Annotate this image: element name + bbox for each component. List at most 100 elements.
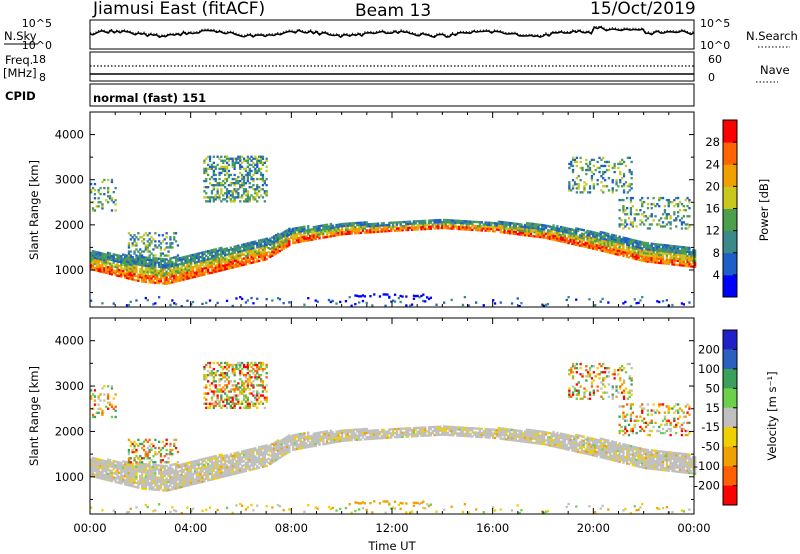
power-cell xyxy=(208,253,212,256)
power-cell xyxy=(97,197,100,200)
power-cell xyxy=(203,159,206,162)
power-cell xyxy=(212,186,215,189)
power-cell xyxy=(239,157,242,160)
power-cell xyxy=(197,252,200,255)
velocity-cell xyxy=(139,464,142,467)
power-cell xyxy=(622,254,625,258)
power-cell xyxy=(101,252,104,255)
velocity-cell xyxy=(250,462,253,465)
power-cell xyxy=(93,262,97,266)
velocity-cell xyxy=(418,432,421,436)
power-cell xyxy=(575,233,578,236)
velocity-cell xyxy=(263,459,266,462)
power-cell xyxy=(276,245,280,248)
power-cell xyxy=(224,159,227,162)
power-cell xyxy=(258,249,261,253)
power-cell xyxy=(152,257,155,260)
power-cell xyxy=(290,234,293,238)
velocity-cell xyxy=(265,452,268,455)
power-cell xyxy=(401,225,404,228)
power-cell xyxy=(231,260,234,263)
power-cell xyxy=(205,200,208,203)
power-cell xyxy=(507,221,510,225)
velocity-cell xyxy=(437,427,440,430)
velocity-cell xyxy=(352,428,355,432)
velocity-cell xyxy=(297,443,300,446)
power-cell xyxy=(619,179,622,182)
power-cell xyxy=(614,252,617,256)
power-cell xyxy=(560,238,563,241)
power-cell xyxy=(648,223,651,226)
velocity-cell xyxy=(233,462,236,465)
velocity-cell xyxy=(359,428,363,431)
velocity-cell xyxy=(142,479,146,482)
power-cell xyxy=(554,236,557,240)
power-cell xyxy=(384,228,387,231)
velocity-cell xyxy=(297,437,300,440)
power-cell xyxy=(686,223,689,226)
power-cell xyxy=(505,221,508,224)
velocity-cell xyxy=(156,466,159,469)
velocity-cell xyxy=(333,437,336,440)
power-cell xyxy=(648,227,651,230)
velocity-cell xyxy=(324,442,327,446)
power-cell xyxy=(588,187,592,190)
power-cell xyxy=(295,227,298,230)
power-cell xyxy=(539,227,542,231)
noise-right-tick-bottom: 10^0 xyxy=(700,39,730,52)
power-cell xyxy=(605,244,608,247)
velocity-cell xyxy=(261,459,265,462)
power-cell xyxy=(263,242,266,245)
power-cell xyxy=(586,238,589,241)
velocity-cell xyxy=(384,432,387,435)
velocity-cell xyxy=(182,485,185,488)
velocity-cell xyxy=(116,473,119,476)
velocity-cell xyxy=(231,462,234,466)
power-cell xyxy=(409,222,412,225)
power-cell xyxy=(220,192,223,195)
power-cell xyxy=(231,165,234,169)
velocity-cell xyxy=(376,435,380,438)
velocity-cell xyxy=(416,430,419,434)
velocity-cell xyxy=(327,438,331,441)
power-cell xyxy=(229,258,232,262)
velocity-cell xyxy=(301,436,304,439)
velocity-cell xyxy=(280,455,283,458)
power-cell xyxy=(282,235,285,238)
cpid-panel: CPID normal (fast) 151 xyxy=(5,83,695,107)
power-cell xyxy=(384,224,387,227)
velocity-cell xyxy=(241,464,244,468)
power-cell xyxy=(448,221,451,224)
power-cell xyxy=(246,242,249,245)
power-cell xyxy=(178,271,181,274)
power-cell xyxy=(263,258,266,261)
power-cell xyxy=(692,253,695,256)
power-cell xyxy=(214,194,217,197)
power-cell xyxy=(261,250,265,254)
power-cell xyxy=(543,236,546,239)
velocity-cell xyxy=(208,458,212,461)
velocity-cell xyxy=(450,429,453,433)
power-cell xyxy=(325,233,329,237)
power-cell xyxy=(233,190,236,193)
velocity-cell xyxy=(103,459,106,463)
power-cell xyxy=(229,264,232,268)
power-cell xyxy=(558,233,561,236)
power-cell xyxy=(220,159,223,162)
power-cell xyxy=(619,160,622,164)
velocity-cell xyxy=(293,436,297,439)
power-cell xyxy=(527,232,531,235)
power-cell xyxy=(578,244,582,247)
velocity-cell xyxy=(225,456,229,459)
velocity-cell xyxy=(176,478,180,481)
velocity-cell xyxy=(107,472,110,476)
velocity-cell xyxy=(142,481,146,484)
power-cell xyxy=(615,189,618,192)
velocity-cell xyxy=(316,442,319,445)
velocity-cell xyxy=(137,464,140,467)
power-cell xyxy=(105,265,108,268)
velocity-cell xyxy=(275,442,278,446)
power-cell xyxy=(188,277,191,280)
station-title: Jiamusi East (fitACF) xyxy=(92,0,265,19)
velocity-cell xyxy=(93,467,97,470)
